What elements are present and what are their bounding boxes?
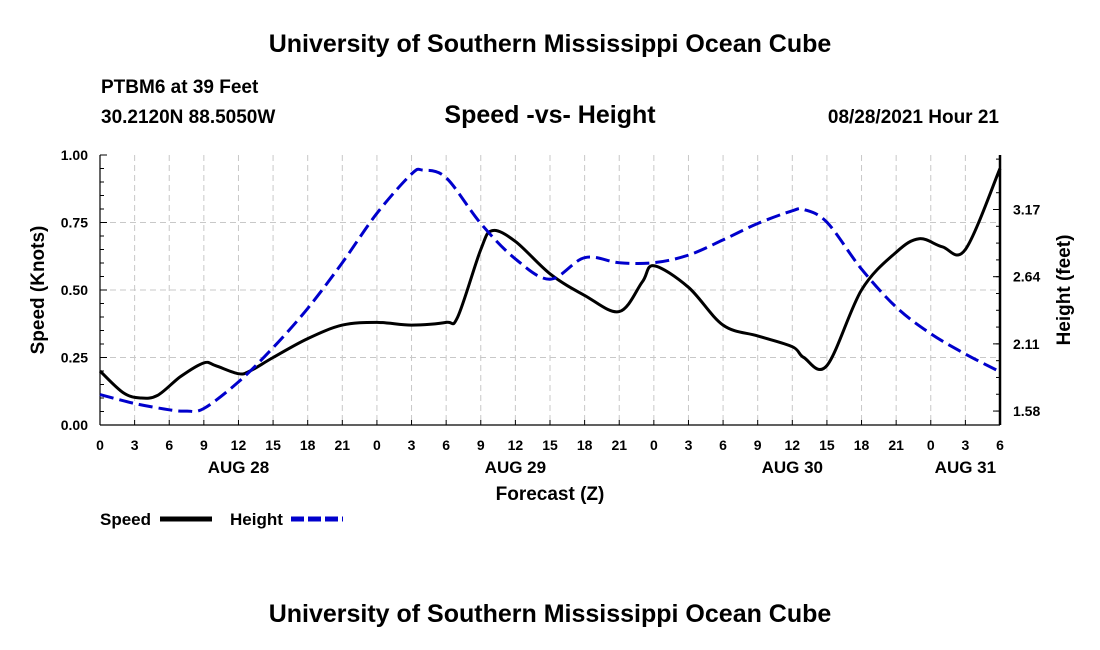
y2-tick-label: 3.17 — [1013, 202, 1040, 218]
x-tick-label: 9 — [477, 437, 485, 453]
chart-subtitle: Speed -vs- Height — [444, 101, 656, 129]
x-tick-label: 6 — [719, 437, 727, 453]
x-tick-label: 21 — [335, 437, 351, 453]
y2-tick-label: 2.64 — [1013, 269, 1040, 285]
y2-tick-label: 1.58 — [1013, 403, 1040, 419]
x-tick-label: 9 — [754, 437, 762, 453]
y2-axis-label: Height (feet) — [1054, 235, 1075, 346]
x-tick-label: 12 — [231, 437, 247, 453]
date-label: AUG 29 — [485, 458, 546, 477]
x-tick-label: 0 — [373, 437, 381, 453]
y-tick-label: 0.00 — [61, 417, 88, 433]
date-labels: AUG 28 AUG 29 AUG 30 AUG 31 — [208, 458, 996, 477]
right-axis-ticks: 1.58 2.11 2.64 3.17 — [993, 158, 1040, 419]
footer-title: University of Southern Mississippi Ocean… — [268, 600, 832, 628]
y-tick-label: 1.00 — [61, 147, 88, 163]
x-tick-label: 15 — [265, 437, 281, 453]
x-tick-label: 3 — [131, 437, 139, 453]
header-title: University of Southern Mississippi Ocean… — [268, 30, 832, 58]
x-tick-label: 15 — [542, 437, 558, 453]
series-line-height — [99, 167, 1001, 414]
series-lines — [98, 167, 1002, 414]
coordinates-label: 30.2120N 88.5050W — [101, 107, 276, 128]
x-tick-label: 18 — [577, 437, 593, 453]
y-axis-label: Speed (Knots) — [28, 226, 49, 355]
station-label: PTBM6 at 39 Feet — [101, 77, 259, 98]
x-tick-label: 6 — [165, 437, 173, 453]
x-tick-label: 18 — [300, 437, 316, 453]
x-tick-label: 9 — [200, 437, 208, 453]
x-tick-label: 3 — [408, 437, 416, 453]
y2-tick-label: 2.11 — [1013, 336, 1040, 352]
x-tick-label: 18 — [854, 437, 870, 453]
y-tick-label: 0.25 — [61, 350, 88, 366]
x-tick-label: 15 — [819, 437, 835, 453]
x-tick-label: 12 — [785, 437, 801, 453]
x-tick-label: 3 — [685, 437, 693, 453]
date-label: AUG 31 — [935, 458, 996, 477]
date-label: AUG 30 — [762, 458, 823, 477]
x-axis-label: Forecast (Z) — [496, 484, 605, 505]
date-label: AUG 28 — [208, 458, 269, 477]
y-tick-label: 0.50 — [61, 282, 88, 298]
x-tick-label: 21 — [888, 437, 904, 453]
x-tick-label: 0 — [96, 437, 104, 453]
legend: Speed Height — [100, 510, 343, 529]
x-tick-label: 0 — [927, 437, 935, 453]
x-axis-ticks: 0 3 6 9 12 15 18 21 0 3 6 9 12 15 18 21 0 3 6 9 12 15 18 21 0 3 6 — [96, 420, 1004, 453]
x-tick-label: 0 — [650, 437, 658, 453]
x-tick-label: 21 — [611, 437, 627, 453]
forecast-datetime: 08/28/2021 Hour 21 — [827, 107, 999, 128]
x-tick-label: 6 — [442, 437, 450, 453]
x-tick-label: 12 — [508, 437, 524, 453]
x-tick-label: 3 — [961, 437, 969, 453]
x-tick-label: 6 — [996, 437, 1004, 453]
legend-height-label: Height — [230, 510, 283, 529]
y-tick-label: 0.75 — [61, 215, 88, 231]
legend-speed-label: Speed — [100, 510, 151, 529]
series-line-speed — [98, 167, 1002, 400]
left-axis-ticks: 0.00 0.25 0.50 0.75 1.00 — [61, 147, 107, 433]
